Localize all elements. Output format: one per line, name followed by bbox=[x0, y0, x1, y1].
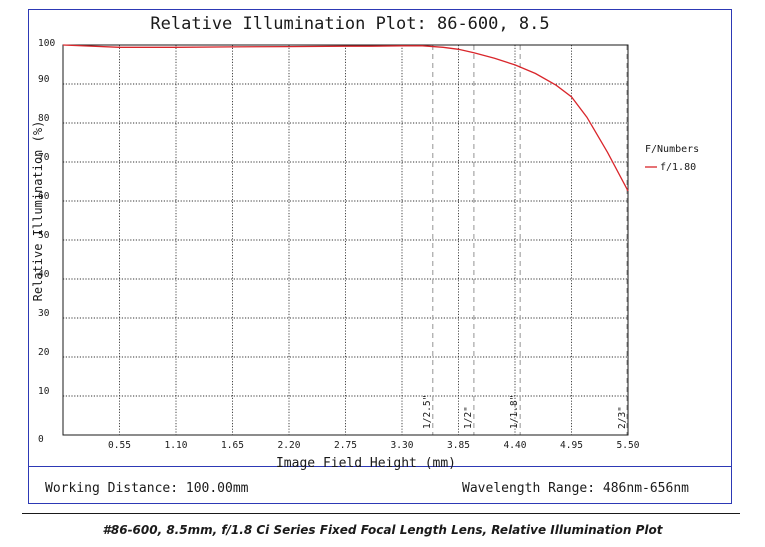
x-tick-label: 4.95 bbox=[560, 440, 583, 451]
y-tick-label: 10 bbox=[38, 386, 50, 397]
x-tick-label: 0.55 bbox=[108, 440, 131, 451]
figure-caption: #86-600, 8.5mm, f/1.8 Ci Series Fixed Fo… bbox=[102, 523, 663, 537]
x-tick-label: 2.75 bbox=[334, 440, 357, 451]
y-axis-label: Relative Illumination (%) bbox=[31, 121, 45, 302]
y-tick-label: 40 bbox=[38, 269, 50, 280]
x-tick-label: 3.30 bbox=[391, 440, 414, 451]
y-tick-label: 80 bbox=[38, 113, 50, 124]
x-tick-label: 1.10 bbox=[165, 440, 188, 451]
y-tick-label: 0 bbox=[38, 434, 44, 445]
plot-area-border bbox=[62, 44, 629, 436]
footer-divider bbox=[28, 466, 732, 467]
series-line bbox=[62, 44, 629, 192]
caption-divider bbox=[22, 513, 740, 514]
legend-title: F/Numbers bbox=[645, 144, 699, 155]
sensor-format-label: 1/2" bbox=[463, 406, 474, 429]
plot-frame bbox=[28, 9, 732, 504]
y-tick-label: 70 bbox=[38, 152, 50, 163]
x-tick-label: 2.20 bbox=[278, 440, 301, 451]
y-tick-label: 100 bbox=[38, 38, 55, 49]
legend-entry: f/1.80 bbox=[660, 162, 696, 173]
y-tick-label: 60 bbox=[38, 191, 50, 202]
x-tick-label: 3.85 bbox=[447, 440, 470, 451]
y-tick-label: 90 bbox=[38, 74, 50, 85]
x-tick-label: 5.50 bbox=[617, 440, 640, 451]
y-tick-label: 50 bbox=[38, 230, 50, 241]
x-tick-label: 4.40 bbox=[504, 440, 527, 451]
sensor-format-label: 1/2.5" bbox=[422, 395, 433, 429]
y-tick-label: 20 bbox=[38, 347, 50, 358]
x-axis-label: Image Field Height (mm) bbox=[276, 456, 456, 471]
working-distance-label: Working Distance: 100.00mm bbox=[45, 481, 249, 496]
chart-title: Relative Illumination Plot: 86-600, 8.5 bbox=[150, 14, 549, 34]
sensor-format-label: 1/1.8" bbox=[509, 395, 520, 429]
x-tick-label: 1.65 bbox=[221, 440, 244, 451]
sensor-format-label: 2/3" bbox=[617, 406, 628, 429]
wavelength-range-label: Wavelength Range: 486nm-656nm bbox=[462, 481, 689, 496]
y-tick-label: 30 bbox=[38, 308, 50, 319]
